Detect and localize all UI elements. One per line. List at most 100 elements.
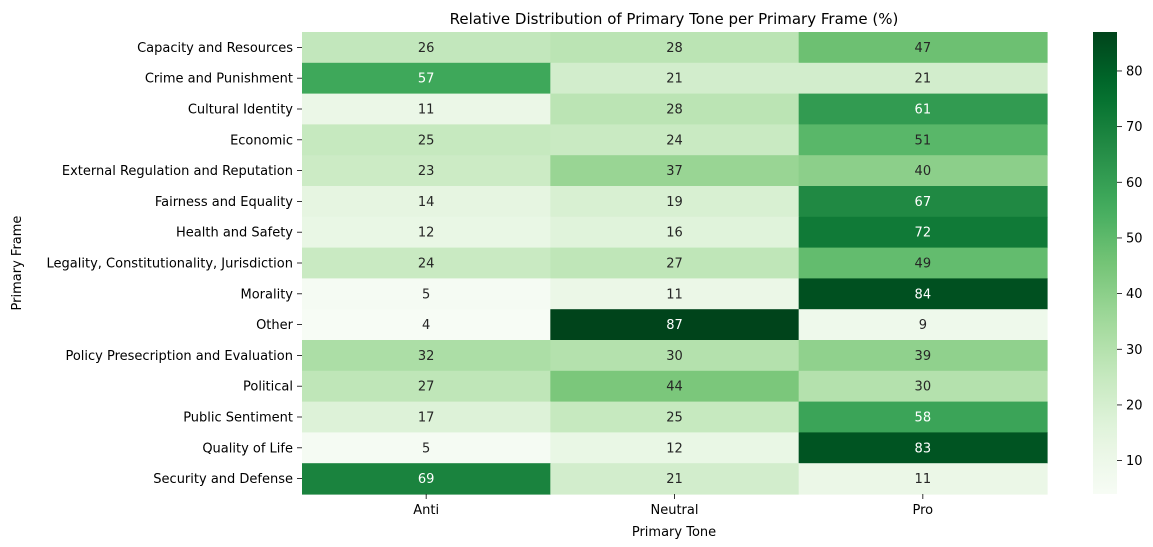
cell-value-label: 28 (666, 103, 683, 118)
cell-value-label: 16 (666, 226, 683, 241)
heatmap-cell (798, 124, 1048, 156)
heatmap-cell (798, 370, 1048, 403)
chart-title: Relative Distribution of Primary Tone pe… (450, 10, 899, 28)
heatmap-cell (302, 340, 551, 372)
heatmap-cell (798, 432, 1048, 464)
y-tick-label: Security and Defense (153, 472, 293, 487)
heatmap-cell (302, 370, 551, 403)
y-tick-label: Fairness and Equality (155, 195, 293, 210)
heatmap-cell (798, 463, 1048, 495)
cell-value-label: 69 (418, 472, 435, 487)
cell-value-label: 14 (418, 195, 435, 210)
heatmap-cell (302, 247, 551, 279)
heatmap-cell (550, 186, 800, 218)
heatmap-cell (302, 124, 551, 156)
y-tick-label: Quality of Life (202, 441, 293, 456)
colorbar-tick-label: 60 (1126, 176, 1143, 191)
cell-value-label: 19 (666, 195, 683, 210)
colorbar-gradient (1093, 32, 1117, 494)
x-tick-label: Pro (913, 503, 934, 518)
cell-value-label: 72 (915, 226, 932, 241)
y-tick-label: Legality, Constitutionality, Jurisdictio… (47, 257, 293, 272)
heatmap-cell (302, 463, 551, 495)
cell-value-label: 25 (418, 133, 435, 148)
cell-value-label: 30 (666, 349, 683, 364)
cell-value-label: 61 (915, 103, 932, 118)
heatmap-cell (550, 32, 800, 64)
colorbar-tick-label: 80 (1126, 64, 1143, 79)
heatmap-cell (550, 401, 800, 433)
heatmap-cell (798, 278, 1048, 310)
cell-value-label: 21 (666, 72, 683, 87)
cell-value-label: 24 (666, 133, 683, 148)
heatmap-cell (302, 93, 551, 125)
heatmap-cell (798, 309, 1048, 341)
heatmap-cell (302, 432, 551, 464)
cell-value-label: 12 (666, 441, 683, 456)
y-tick-label: Health and Safety (176, 226, 293, 241)
heatmap-cell (302, 186, 551, 218)
heatmap-cell (798, 186, 1048, 218)
cell-value-label: 49 (915, 257, 932, 272)
cell-value-label: 4 (422, 318, 430, 333)
y-tick-label: Economic (230, 133, 293, 148)
heatmap-cell (798, 247, 1048, 279)
heatmap-cell (550, 340, 800, 372)
heatmap-cell (550, 463, 800, 495)
heatmap-cell (798, 62, 1048, 95)
heatmap-cells: 26 28 47 57 21 21 11 28 61 25 24 51 23 37 40 14 19 67 12 16… (302, 32, 1048, 495)
y-axis-label: Primary Frame (10, 216, 25, 311)
heatmap-cell (302, 309, 551, 341)
cell-value-label: 17 (418, 411, 435, 426)
cell-value-label: 32 (418, 349, 435, 364)
cell-value-label: 39 (915, 349, 932, 364)
cell-value-label: 30 (915, 380, 932, 395)
cell-value-label: 83 (915, 441, 932, 456)
heatmap-cell (550, 124, 800, 156)
cell-value-label: 37 (666, 164, 683, 179)
cell-value-label: 11 (418, 103, 435, 118)
heatmap-cell (302, 216, 551, 249)
heatmap-cell (550, 216, 800, 249)
cell-value-label: 58 (915, 411, 932, 426)
heatmap-cell (550, 93, 800, 125)
heatmap-cell (798, 216, 1048, 249)
colorbar-tick-label: 70 (1126, 120, 1143, 135)
heatmap-cell (550, 309, 800, 341)
y-tick-label: Cultural Identity (188, 103, 293, 118)
cell-value-label: 27 (418, 380, 435, 395)
cell-value-label: 11 (666, 287, 683, 302)
x-axis-label: Primary Tone (632, 525, 716, 540)
colorbar-ticks: 10 20 30 40 50 60 70 80 (1117, 64, 1143, 469)
colorbar-tick-label: 40 (1126, 287, 1143, 302)
cell-value-label: 67 (915, 195, 932, 210)
cell-value-label: 5 (422, 287, 430, 302)
cell-value-label: 24 (418, 257, 435, 272)
y-tick-labels: Capacity and Resources Crime and Punishme… (47, 41, 302, 487)
cell-value-label: 28 (666, 41, 683, 56)
cell-value-label: 21 (666, 472, 683, 487)
cell-value-label: 25 (666, 411, 683, 426)
cell-value-label: 87 (666, 318, 683, 333)
colorbar-tick-label: 30 (1126, 343, 1143, 358)
colorbar-tick-label: 50 (1126, 231, 1143, 246)
cell-value-label: 5 (422, 441, 430, 456)
cell-value-label: 51 (915, 133, 932, 148)
heatmap-cell (302, 32, 551, 64)
cell-value-label: 84 (915, 287, 932, 302)
y-tick-label: External Regulation and Reputation (62, 164, 293, 179)
cell-value-label: 47 (915, 41, 932, 56)
heatmap-cell (550, 370, 800, 403)
heatmap-cell (302, 401, 551, 433)
cell-value-label: 27 (666, 257, 683, 272)
heatmap-cell (302, 155, 551, 187)
colorbar (1093, 32, 1117, 494)
y-tick-label: Political (243, 380, 293, 395)
cell-value-label: 23 (418, 164, 435, 179)
y-tick-label: Morality (241, 287, 294, 302)
heatmap-cell (550, 155, 800, 187)
heatmap-cell (798, 93, 1048, 125)
y-tick-label: Capacity and Resources (137, 41, 293, 56)
y-tick-label: Other (256, 318, 294, 333)
